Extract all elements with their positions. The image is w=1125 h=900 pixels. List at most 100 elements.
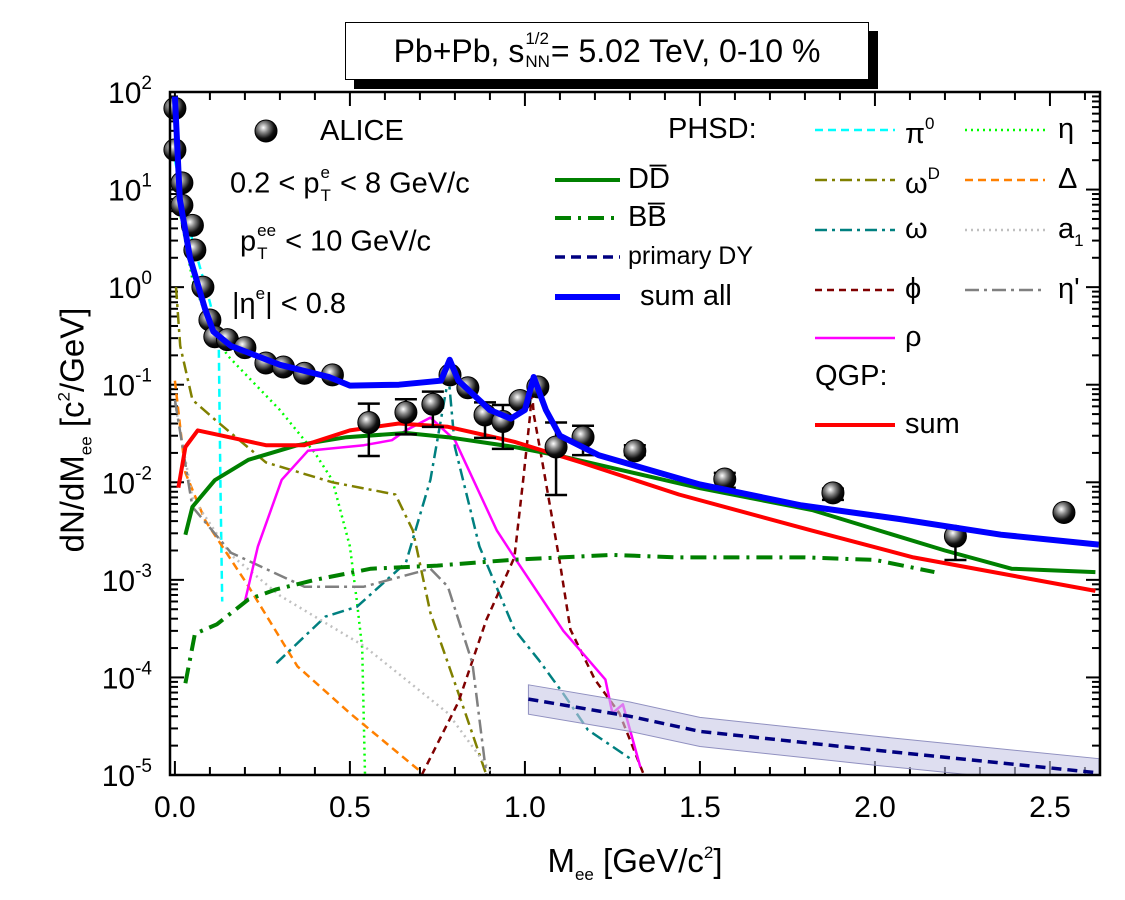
legend-label-text: DD̅: [628, 163, 670, 195]
pt-ee-sub: T: [257, 244, 268, 263]
xlabel-end: ]: [713, 842, 723, 879]
series-omega-line: [275, 375, 635, 762]
legend-label-text: η': [1058, 273, 1080, 305]
y-tick-label: 10-3: [102, 561, 152, 598]
pt-ee-main: p: [240, 225, 257, 258]
title-sup: 1/2: [525, 29, 549, 48]
legend-label-text: η: [1058, 113, 1075, 145]
y-tick-exponent: 1: [141, 171, 152, 192]
y-tick-exponent: 0: [141, 268, 152, 289]
legend-label-bb: BB̅: [628, 203, 667, 232]
legend-label-delta: Δ: [1058, 165, 1077, 194]
series-qgp-line: [176, 421, 1096, 593]
data-point: [1052, 501, 1076, 525]
tick-labels: 0.0 0.5 1.0 1.5 2.0 2.510210110010-110-210-31…: [102, 73, 1071, 824]
y-tick-base: 10: [102, 565, 135, 598]
xlabel-sub: ee: [574, 865, 594, 884]
y-tick-base: 10: [102, 467, 135, 500]
legend-label-text: ω: [905, 168, 928, 200]
pt-ee-rest: < 10 GeV/c: [277, 225, 432, 258]
ylabel-rest: [c: [53, 401, 91, 437]
legend-label-dy: primary DY: [628, 244, 753, 269]
legend-label-text: π: [905, 118, 926, 150]
y-tick-label: 101: [108, 171, 152, 208]
series-a1-line: [173, 402, 495, 775]
legend-marker-alice: [254, 119, 278, 143]
legend-label-sumall: sum all: [640, 282, 732, 311]
legend-label-text: ρ: [905, 321, 922, 353]
y-tick-exponent: -2: [135, 463, 152, 484]
series-dd-line: [183, 431, 1096, 575]
y-tick-base: 10: [102, 760, 135, 793]
annotation-eta-e: |ηe| < 0.8: [232, 285, 346, 319]
legend-label-sub: 1: [1074, 231, 1084, 250]
y-tick-base: 10: [108, 77, 141, 110]
series-omegaD-line: [174, 287, 488, 775]
data-point: [821, 481, 845, 505]
axis-ticks: [170, 91, 1100, 776]
legend-label-alice: ALICE: [320, 115, 404, 147]
plot-frame: [168, 90, 1102, 777]
series-phi-line: [420, 387, 646, 775]
x-tick-label: 0.5: [329, 791, 371, 824]
series-delta-line: [173, 380, 421, 772]
series-sumall-line: [171, 96, 1100, 548]
y-tick-exponent: 2: [141, 73, 152, 94]
data-point: [623, 439, 647, 463]
y-tick-base: 10: [108, 272, 141, 305]
legend-label-text: sum all: [640, 280, 732, 312]
x-tick-label: 0.0: [154, 791, 196, 824]
legend-label-dd: DD̅: [628, 165, 670, 194]
pt-e-sup: e: [320, 163, 330, 182]
ylabel-main: dN/dM: [53, 455, 91, 553]
xlabel-sup: 2: [703, 843, 714, 862]
pt-e-main: 0.2 < p: [230, 167, 320, 200]
y-tick-base: 10: [102, 662, 135, 695]
legend-label-text: a: [1058, 213, 1075, 245]
legend-label-sup: 0: [925, 114, 935, 133]
y-tick-exponent: -5: [135, 756, 152, 777]
legend-label-a1: a1: [1058, 213, 1084, 250]
y-tick-exponent: -1: [135, 366, 152, 387]
ylabel-sub: ee: [76, 436, 96, 456]
ylabel-sup: 2: [54, 391, 74, 402]
series-bb-line: [183, 552, 935, 684]
pt-ee-sup: ee: [257, 221, 277, 240]
legend-label-qgp: sum: [905, 410, 960, 439]
y-tick-exponent: -3: [135, 561, 152, 582]
eta-e-rest: | < 0.8: [265, 288, 347, 320]
legend-heading-phsd: PHSD:: [668, 113, 757, 145]
legend-label-text: ϕ: [905, 273, 922, 305]
y-tick-base: 10: [108, 175, 141, 208]
pt-e-rest: < 8 GeV/c: [331, 167, 470, 200]
chart-title: Pb+Pb, s 1/2 NN = 5.02 TeV, 0-10 %: [345, 22, 869, 80]
legend-label-text: ω: [905, 213, 928, 245]
data-point: [421, 392, 445, 416]
ylabel-end: /GeV]: [53, 307, 91, 392]
legend-label-text: Δ: [1058, 163, 1078, 195]
y-tick-label: 10-1: [102, 366, 152, 403]
series-dy-band: [527, 684, 1100, 775]
title-text: Pb+Pb, s: [393, 32, 525, 69]
legend-label-text: sum: [905, 408, 960, 440]
legend-label-omega: ω: [905, 215, 928, 244]
legend-lines: [555, 128, 1045, 427]
legend-label-rho: ρ: [905, 323, 922, 352]
eta-e-main: |η: [232, 288, 256, 320]
legend-label-sup: D: [927, 164, 940, 183]
xlabel-rest: [GeV/c: [593, 842, 704, 879]
data-point: [357, 410, 381, 434]
data-point: [544, 435, 568, 459]
sum-all-curve-layer: [171, 96, 1100, 548]
series-dy-line: [528, 697, 1100, 775]
title-sub: NN: [525, 52, 550, 71]
x-tick-label: 2.0: [854, 791, 896, 824]
y-tick-label: 10-2: [102, 463, 152, 500]
x-tick-label: 1.5: [679, 791, 721, 824]
x-tick-label: 1.0: [504, 791, 546, 824]
y-tick-label: 10-4: [102, 658, 153, 695]
x-tick-label: 2.5: [1029, 791, 1071, 824]
legend-label-pi0: π0: [905, 115, 934, 149]
legend-label-text: BB̅: [628, 201, 667, 233]
